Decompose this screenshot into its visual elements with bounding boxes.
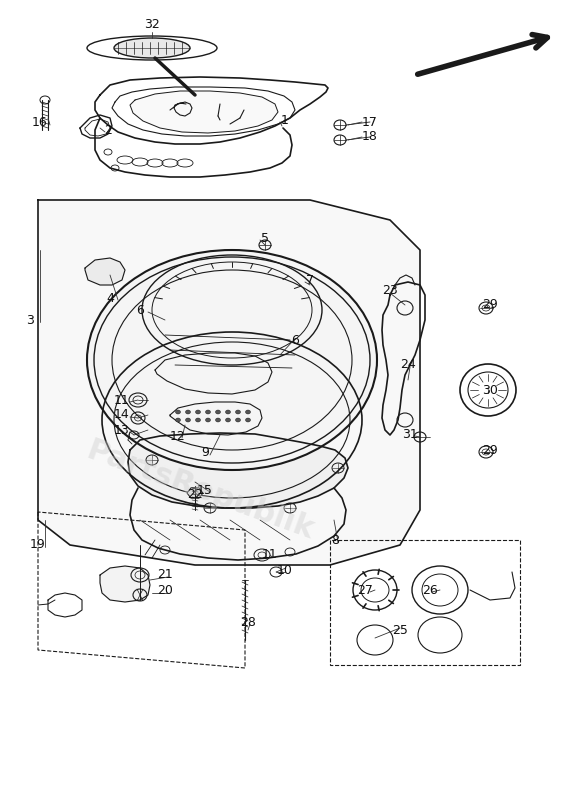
Text: 7: 7 [306, 274, 314, 286]
Text: 12: 12 [170, 430, 186, 442]
Ellipse shape [245, 410, 251, 414]
Ellipse shape [206, 410, 210, 414]
Text: 16: 16 [32, 117, 48, 130]
Text: 26: 26 [422, 583, 438, 597]
Text: 28: 28 [240, 615, 256, 629]
Text: 3: 3 [26, 314, 34, 326]
Ellipse shape [196, 418, 200, 422]
Ellipse shape [225, 418, 231, 422]
Text: 11: 11 [262, 549, 278, 562]
Text: 6: 6 [136, 303, 144, 317]
Ellipse shape [235, 410, 241, 414]
Text: PartsRepublik: PartsRepublik [82, 435, 318, 545]
Text: 27: 27 [357, 583, 373, 597]
Text: 29: 29 [482, 443, 498, 457]
Text: 15: 15 [197, 483, 213, 497]
Ellipse shape [176, 418, 180, 422]
Ellipse shape [235, 418, 241, 422]
Ellipse shape [245, 418, 251, 422]
Text: 4: 4 [106, 291, 114, 305]
Text: 9: 9 [201, 446, 209, 459]
Text: 1: 1 [281, 114, 289, 126]
Ellipse shape [196, 410, 200, 414]
Text: 14: 14 [114, 409, 130, 422]
Ellipse shape [215, 418, 221, 422]
Ellipse shape [215, 410, 221, 414]
Polygon shape [100, 566, 150, 602]
Ellipse shape [186, 418, 190, 422]
Text: 5: 5 [261, 231, 269, 245]
Ellipse shape [186, 410, 190, 414]
Text: 32: 32 [144, 18, 160, 31]
Text: 13: 13 [114, 423, 130, 437]
Text: 31: 31 [402, 427, 418, 441]
Text: 19: 19 [30, 538, 46, 551]
Polygon shape [85, 258, 125, 285]
Text: 2: 2 [104, 123, 112, 137]
Text: 18: 18 [362, 130, 378, 143]
Text: 11: 11 [114, 394, 130, 406]
Ellipse shape [225, 410, 231, 414]
Text: 6: 6 [291, 334, 299, 346]
Polygon shape [128, 433, 348, 508]
Text: 17: 17 [362, 115, 378, 129]
Text: 24: 24 [400, 358, 416, 371]
Polygon shape [130, 91, 278, 133]
Ellipse shape [206, 418, 210, 422]
Text: 23: 23 [382, 283, 398, 297]
Ellipse shape [114, 38, 190, 58]
Ellipse shape [87, 250, 377, 470]
Text: 30: 30 [482, 383, 498, 397]
Text: 10: 10 [277, 563, 293, 577]
Ellipse shape [176, 410, 180, 414]
Polygon shape [38, 200, 420, 565]
Text: 20: 20 [157, 585, 173, 598]
Text: 22: 22 [187, 487, 203, 501]
Text: 8: 8 [331, 534, 339, 546]
Polygon shape [187, 488, 203, 498]
Text: 21: 21 [157, 569, 173, 582]
Text: 29: 29 [482, 298, 498, 310]
Text: 25: 25 [392, 623, 408, 637]
